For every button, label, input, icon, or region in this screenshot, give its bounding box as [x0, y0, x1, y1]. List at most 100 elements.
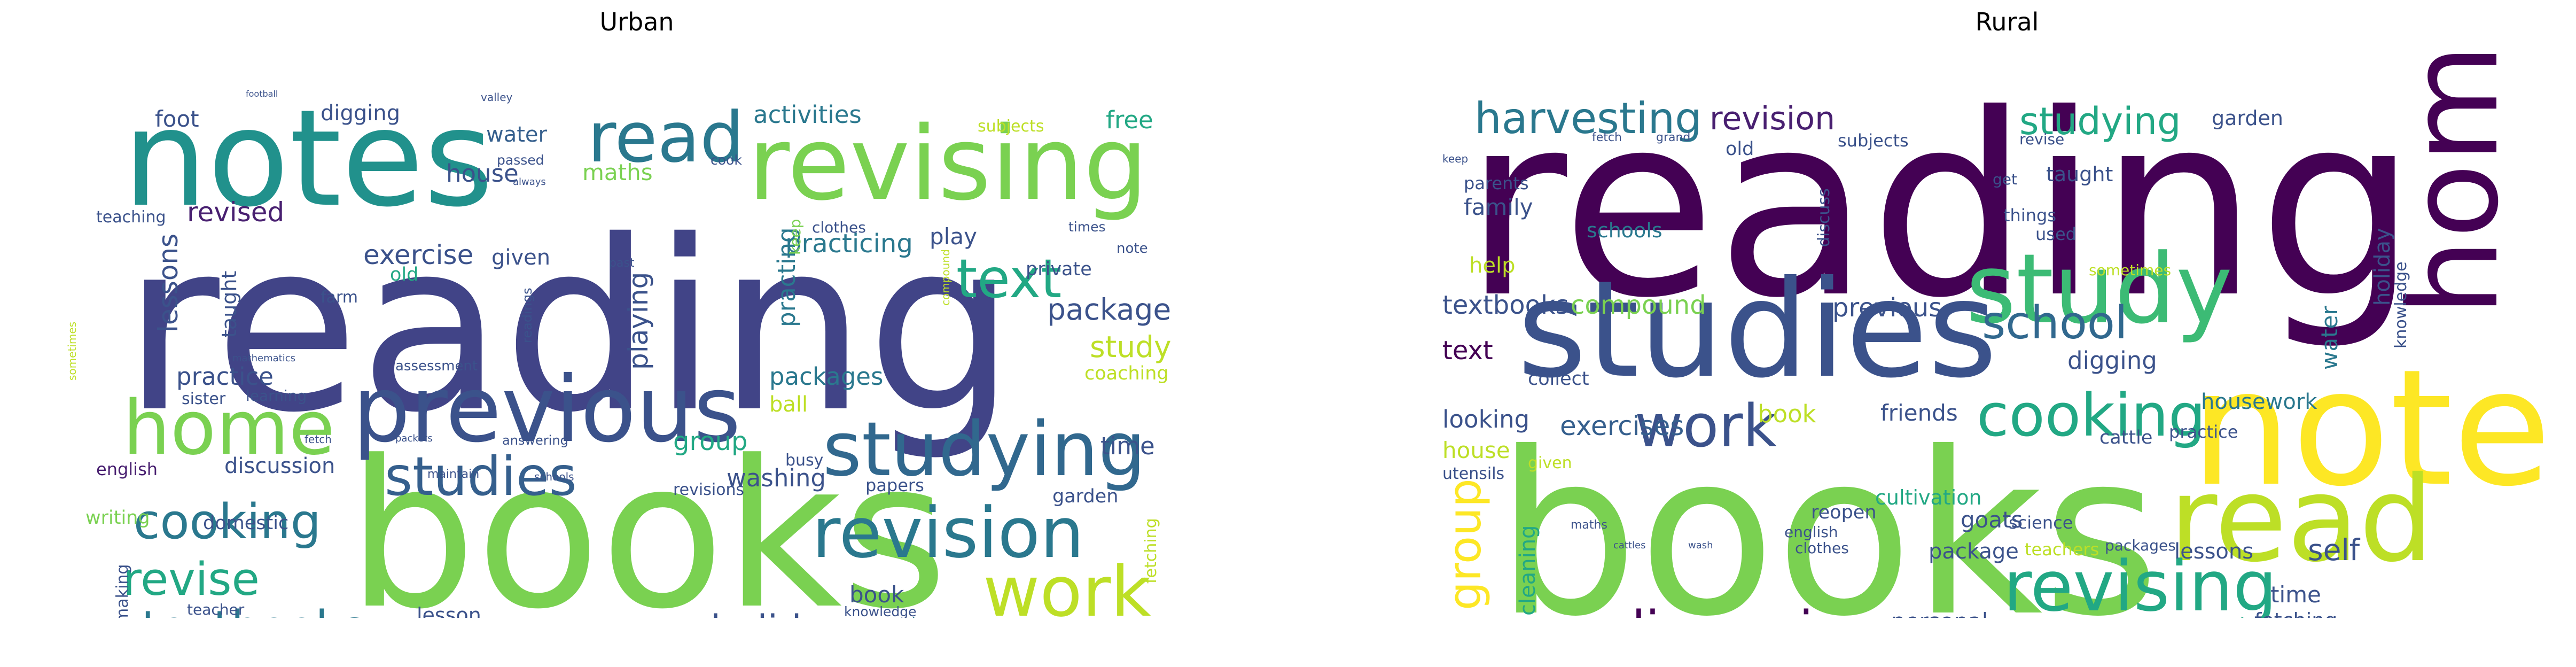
cloud-word: maths	[1571, 518, 1607, 532]
cloud-word: books	[347, 417, 948, 618]
cloud-word: writing	[85, 507, 150, 529]
cloud-word: harvesting	[1474, 94, 1702, 143]
cloud-word: studying	[823, 406, 1146, 493]
cloud-word: time	[2270, 581, 2321, 608]
cloud-word: cook	[711, 152, 742, 168]
cloud-word: practicing	[785, 229, 913, 259]
cloud-word: house	[446, 159, 519, 188]
cloud-word: teacher	[187, 601, 245, 618]
cloud-word: mathematics	[232, 353, 296, 364]
cloud-word: revisions	[673, 480, 745, 499]
cloud-word: discussion	[224, 454, 335, 478]
cloud-word: play	[930, 223, 977, 250]
cloud-word: lesson	[417, 603, 481, 618]
cloud-word: science	[897, 616, 948, 618]
cloud-word: lessons	[2174, 539, 2254, 564]
cloud-word: revise	[2019, 130, 2065, 148]
cloud-word: cattle	[2099, 427, 2153, 448]
cloud-word: busy	[785, 451, 824, 470]
cloud-word: wash	[1688, 540, 1713, 551]
cloud-word: holiday	[711, 610, 847, 618]
cloud-word: packets	[395, 433, 433, 444]
cloud-word: assessment	[395, 358, 478, 374]
cloud-word: packages	[769, 362, 884, 391]
cloud-word: free	[1106, 106, 1153, 134]
cloud-word: book	[1758, 400, 1816, 428]
cloud-word: looking	[1442, 405, 1530, 433]
cloud-word: previous	[353, 357, 741, 463]
cloud-word: revising	[748, 105, 1148, 223]
cloud-word: exercise	[363, 239, 474, 270]
cloud-word: private	[1026, 259, 1092, 280]
cloud-word: schools	[1587, 219, 1662, 242]
cloud-word: foot	[155, 106, 199, 132]
cloud-word: home	[2383, 49, 2526, 316]
cloud-word: water	[486, 122, 547, 147]
cloud-word: previous	[1832, 293, 1942, 323]
cloud-word: friends	[1880, 400, 1958, 426]
cloud-word: readings	[520, 288, 535, 343]
cloud-word: fetch	[1592, 131, 1622, 144]
cloud-word: goats	[1961, 507, 2023, 533]
cloud-word: activities	[753, 100, 862, 129]
cloud-word: things	[2003, 205, 2056, 226]
cloud-word: book	[849, 581, 904, 608]
cloud-word: grand	[1656, 131, 1691, 144]
cloud-word: clothes	[812, 219, 866, 236]
cloud-word: books	[1496, 405, 2160, 618]
cloud-word: revised	[187, 197, 285, 228]
cloud-word: english	[96, 459, 158, 479]
cloud-word: keep	[786, 219, 804, 255]
cloud-word: football	[246, 89, 278, 99]
cloud-word: family	[1464, 194, 1533, 220]
cloud-word: maintain	[427, 468, 480, 481]
cloud-word: read	[2169, 451, 2434, 588]
cloud-word: playing	[623, 272, 654, 370]
cloud-word: help	[1469, 253, 1516, 278]
cloud-word: english	[1784, 523, 1838, 541]
cloud-word: papers	[865, 475, 924, 495]
cloud-word: digging	[2067, 346, 2157, 375]
cloud-word: utensils	[1442, 464, 1505, 483]
cloud-word: past	[609, 257, 635, 270]
cloud-word: notes	[123, 81, 494, 236]
cloud-word: studies	[1517, 252, 1997, 407]
cloud-word: notes	[2190, 335, 2554, 522]
cloud-word: holiday	[2370, 228, 2395, 306]
cloud-word: read	[588, 97, 744, 178]
cloud-word: home	[123, 385, 335, 472]
cloud-word: collect	[1528, 368, 1589, 390]
cloud-word: group	[673, 426, 748, 456]
cloud-word: package	[1929, 539, 2019, 564]
cloud-word: fetching	[1142, 518, 1160, 584]
word-cloud-urban: reading books notes revising previous studyin…	[21, 49, 1207, 618]
panel-title-rural: Rural	[1975, 7, 2039, 36]
cloud-word: water	[2316, 306, 2343, 370]
cloud-word: old	[1726, 138, 1754, 160]
cloud-word: revise	[123, 553, 260, 606]
cloud-word: compound	[939, 249, 952, 306]
cloud-word: sometimes	[66, 321, 79, 381]
cloud-word: revision	[812, 492, 1084, 573]
cloud-word: studying	[2019, 99, 2181, 143]
cloud-word: given	[1528, 454, 1572, 472]
cloud-word: maths	[582, 159, 653, 185]
cloud-word: garden	[2212, 106, 2283, 130]
cloud-word: package	[1047, 292, 1172, 327]
cloud-word: self	[2308, 533, 2360, 567]
cloud-word: schools	[534, 470, 574, 483]
cloud-word: revision	[1709, 100, 1836, 137]
cloud-word: making	[113, 564, 132, 618]
cloud-word: packages	[2105, 537, 2176, 554]
cloud-word: digging	[321, 101, 401, 126]
cloud-word: study	[1090, 330, 1172, 364]
cloud-word: keep	[1442, 152, 1469, 165]
cloud-word: get	[1993, 170, 2017, 188]
cloud-word: teaching	[96, 208, 166, 227]
cloud-word: practice	[2169, 422, 2238, 442]
cloud-word: learning	[246, 387, 307, 405]
cloud-word: passed	[497, 152, 544, 168]
cloud-word: washing	[727, 464, 826, 492]
cloud-word: study	[1966, 234, 2233, 345]
